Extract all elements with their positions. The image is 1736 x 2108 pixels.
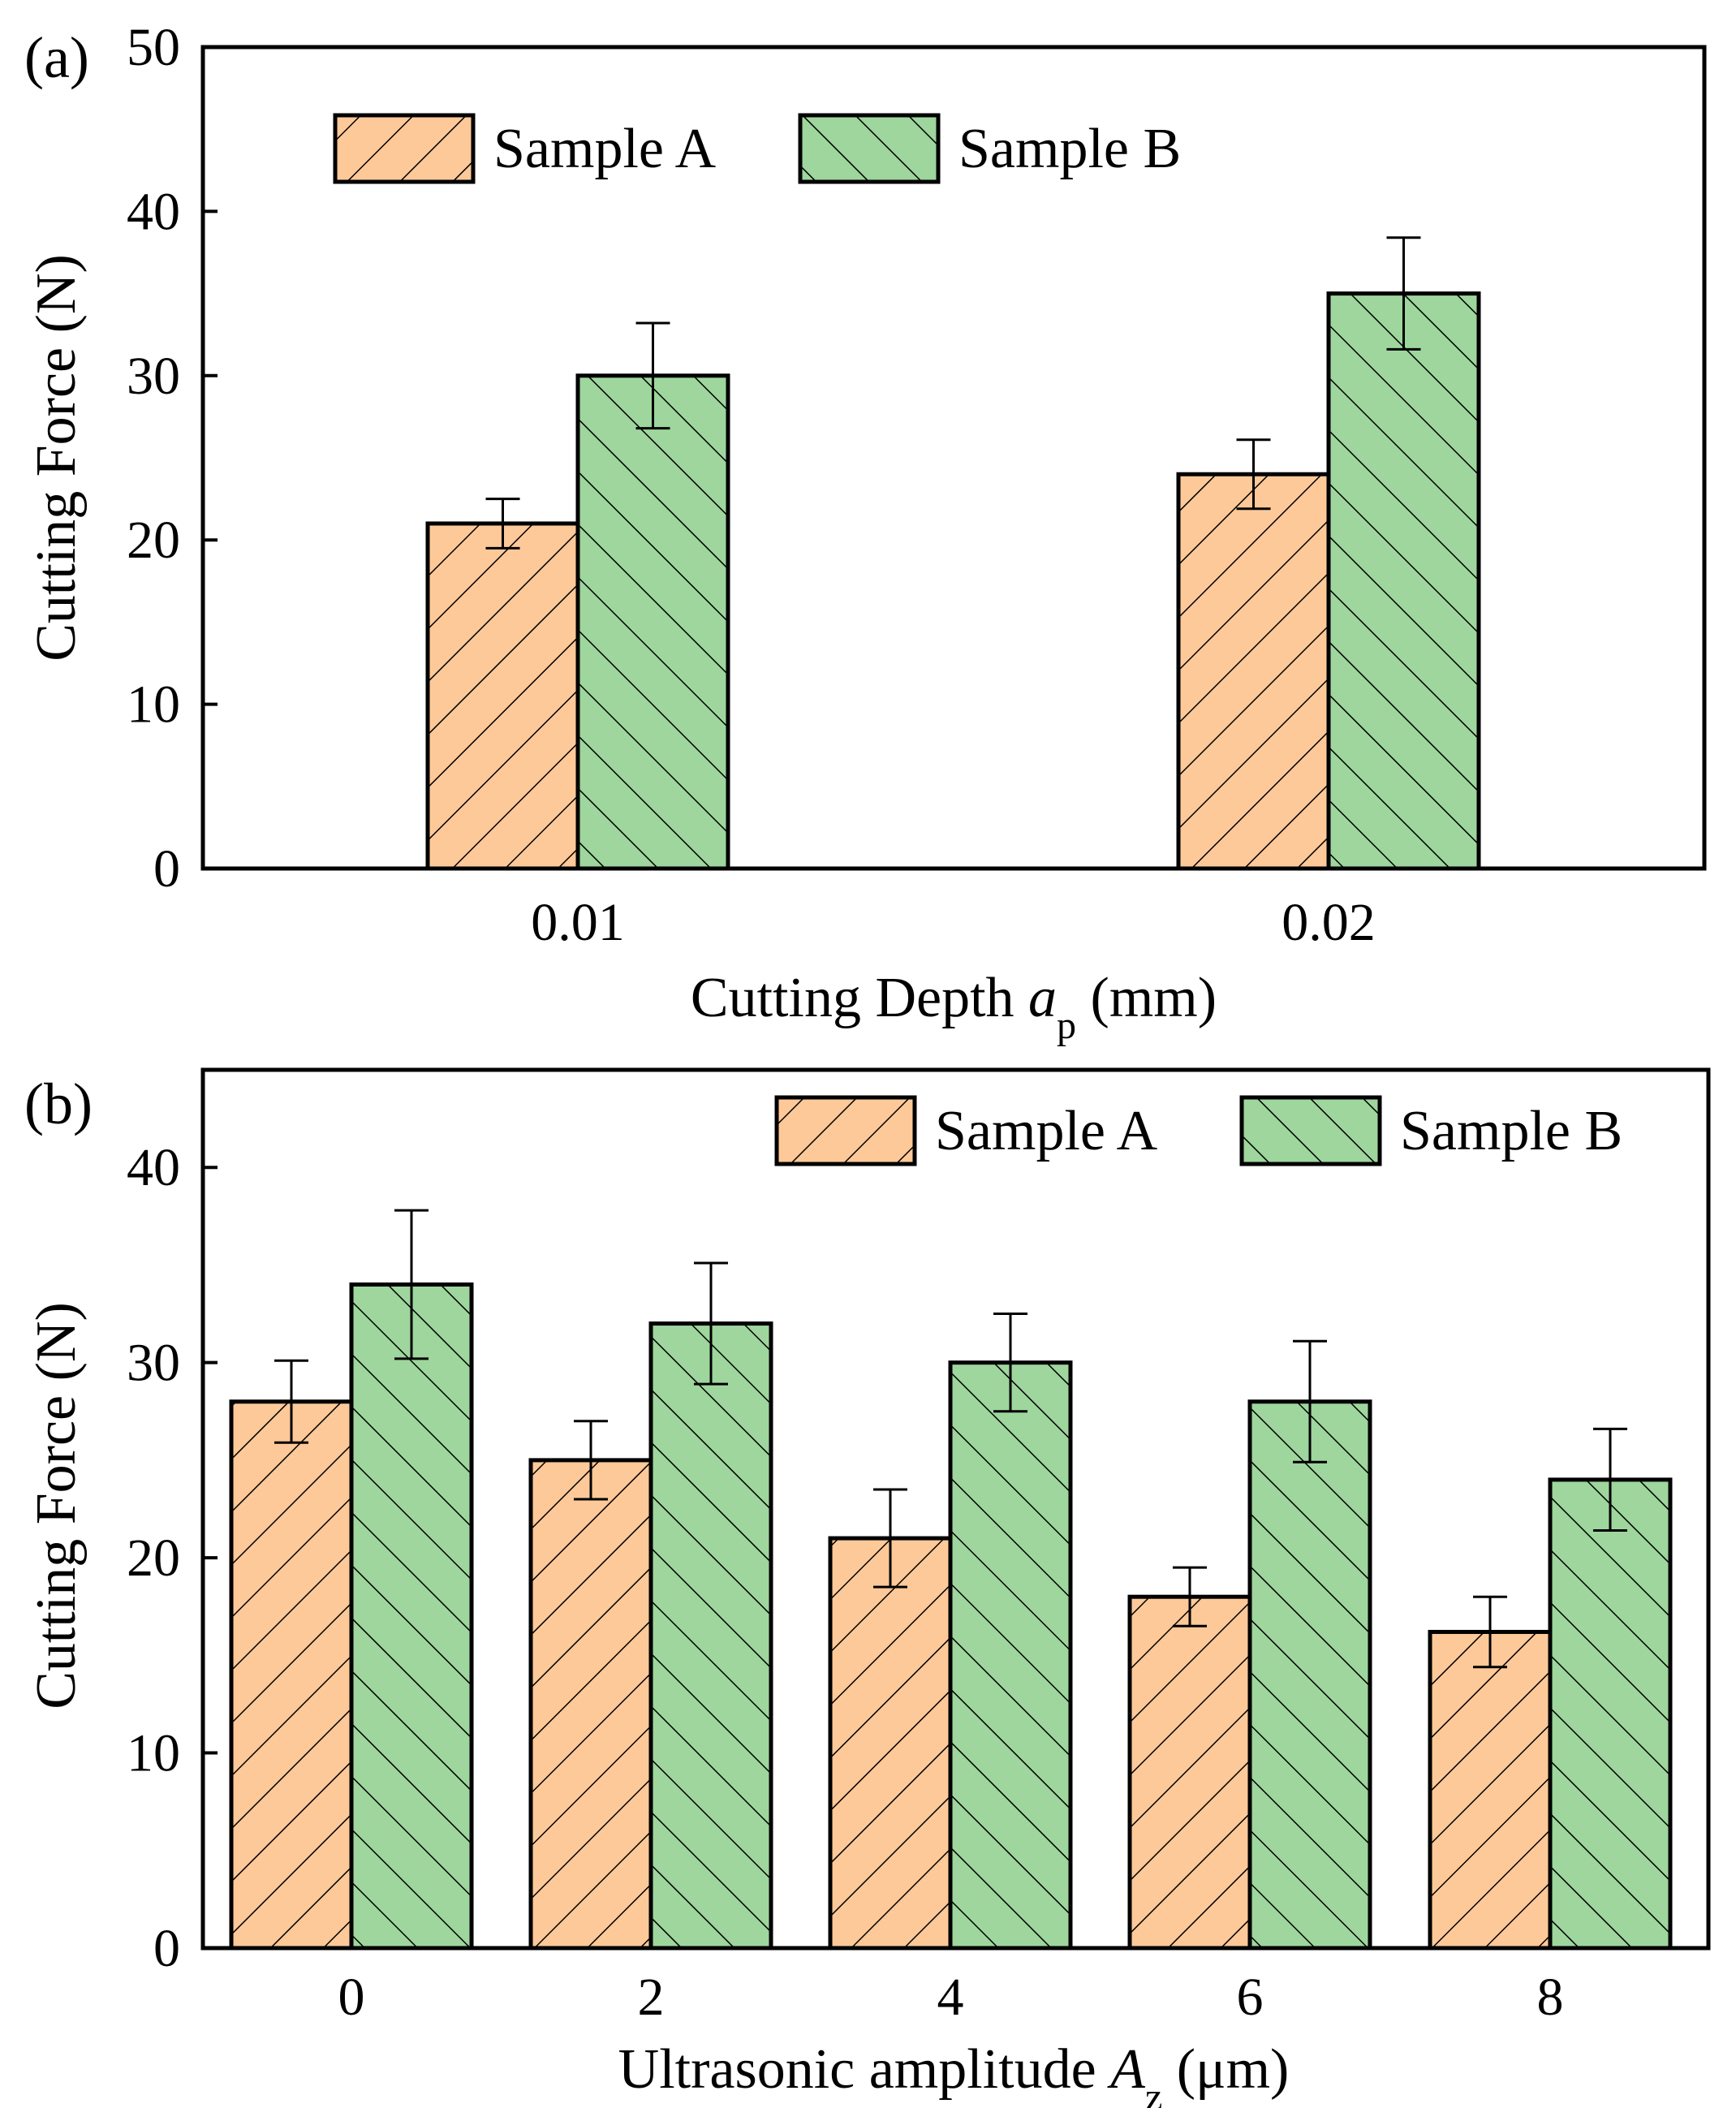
panel-label-b: (b) xyxy=(24,1071,93,1136)
error-bar-b-s1-c2 xyxy=(993,1313,1027,1413)
x-axis-title-text-b: Ultrasonic amplitude xyxy=(618,2038,1096,2101)
bar-a-s0-c1 xyxy=(1176,472,1331,871)
legend-swatch-b-1 xyxy=(1239,1095,1382,1166)
y-ticks-a: 0 10 20 30 40 50 xyxy=(127,18,218,899)
plot-frame-a xyxy=(200,45,1707,871)
y-tick-label-b-3: 30 xyxy=(127,1334,180,1393)
y-tick-label-b-0: 0 xyxy=(153,1919,180,1978)
bar-b-s1-c3 xyxy=(1247,1399,1372,1951)
x-axis-title-b: Ultrasonic amplitude Az (μm) xyxy=(618,2038,1290,2108)
legend-item-b-1: Sample B xyxy=(1239,1095,1622,1166)
x-axis-sub-b: z xyxy=(1145,2076,1162,2108)
y-tick-label-a-1: 10 xyxy=(127,675,180,735)
x-axis-var-b: A xyxy=(1107,2038,1145,2101)
y-tick-label-b-4: 40 xyxy=(127,1138,180,1197)
x-tick-label-b-1: 2 xyxy=(638,1968,665,2027)
legend-swatch-b-0 xyxy=(774,1095,917,1166)
error-bar-a-s0-c0 xyxy=(485,498,520,550)
legend-item-a-0: Sample A xyxy=(333,113,717,184)
x-ticks-a: 0.01 0.02 xyxy=(531,854,1376,952)
bar-b-s1-c1 xyxy=(648,1321,773,1951)
legend-label-a-0: Sample A xyxy=(493,118,717,180)
y-axis-title-a: Cutting Force (N) xyxy=(25,254,88,662)
error-bars-a xyxy=(485,236,1421,550)
y-axis-title-b: Cutting Force (N) xyxy=(25,1302,88,1709)
y-tick-label-a-5: 50 xyxy=(127,18,180,77)
x-tick-label-b-4: 8 xyxy=(1537,1968,1564,2027)
panel-label-a: (a) xyxy=(24,25,89,90)
y-tick-label-a-3: 30 xyxy=(127,347,180,406)
bars-b xyxy=(229,1282,1673,1951)
x-tick-label-b-0: 0 xyxy=(338,1968,365,2027)
x-axis-title-a: Cutting Depth ap (mm) xyxy=(691,967,1217,1047)
error-bar-b-s1-c0 xyxy=(394,1209,429,1360)
bar-b-s0-c3 xyxy=(1127,1594,1252,1951)
bar-b-s0-c1 xyxy=(528,1458,653,1951)
error-bar-b-s0-c4 xyxy=(1473,1595,1507,1669)
legend-item-a-1: Sample B xyxy=(798,113,1181,184)
x-axis-title-text-a: Cutting Depth xyxy=(691,967,1014,1029)
legend-label-a-1: Sample B xyxy=(958,118,1181,180)
x-axis-var-a: a xyxy=(1028,967,1057,1029)
bar-b-s1-c0 xyxy=(349,1282,474,1951)
x-axis-unit-b: (μm) xyxy=(1162,2038,1289,2101)
error-bar-b-s1-c4 xyxy=(1593,1427,1627,1532)
x-tick-label-a-0: 0.01 xyxy=(531,893,625,952)
y-tick-label-a-4: 40 xyxy=(127,182,180,241)
x-axis-unit-a: (mm) xyxy=(1076,967,1217,1029)
error-bar-b-s0-c3 xyxy=(1173,1566,1207,1627)
legend-item-b-0: Sample A xyxy=(774,1095,1158,1166)
legend-b: Sample A Sample B xyxy=(774,1095,1622,1166)
error-bar-a-s1-c1 xyxy=(1386,236,1421,351)
chart-panel-b: (b) 0 10 20 30 40 0 2 4 6 8 Sample A Sample B Cut… xyxy=(24,1067,1711,2108)
bar-b-s0-c2 xyxy=(828,1536,953,1951)
error-bar-b-s0-c0 xyxy=(274,1359,308,1444)
error-bar-a-s1-c0 xyxy=(635,321,670,430)
bar-a-s1-c1 xyxy=(1326,291,1481,871)
error-bars-b xyxy=(274,1209,1627,1669)
x-tick-label-a-1: 0.02 xyxy=(1282,893,1376,952)
error-bar-a-s0-c1 xyxy=(1236,438,1271,511)
bars-a xyxy=(425,291,1481,871)
y-tick-label-b-1: 10 xyxy=(127,1724,180,1783)
legend-label-b-0: Sample A xyxy=(935,1100,1158,1162)
error-bar-b-s0-c2 xyxy=(873,1488,907,1589)
plot-frame-b xyxy=(200,1067,1711,1951)
error-bar-b-s0-c1 xyxy=(574,1420,608,1501)
bar-b-s0-c4 xyxy=(1428,1629,1553,1951)
bar-a-s0-c0 xyxy=(425,521,580,871)
x-ticks-b: 0 2 4 6 8 xyxy=(338,1933,1564,2027)
bar-a-s1-c0 xyxy=(575,373,730,871)
y-tick-label-a-2: 20 xyxy=(127,511,180,570)
y-tick-label-a-0: 0 xyxy=(153,839,180,899)
x-axis-sub-a: p xyxy=(1057,1004,1076,1047)
legend-swatch-a-1 xyxy=(798,113,941,184)
bar-b-s1-c2 xyxy=(948,1360,1073,1951)
y-tick-label-b-2: 20 xyxy=(127,1528,180,1588)
error-bar-b-s1-c1 xyxy=(694,1261,728,1386)
error-bar-b-s1-c3 xyxy=(1293,1339,1327,1464)
y-ticks-b: 0 10 20 30 40 xyxy=(127,1138,218,1978)
legend-label-b-1: Sample B xyxy=(1400,1100,1622,1162)
legend-a: Sample A Sample B xyxy=(333,113,1181,184)
legend-swatch-a-0 xyxy=(333,113,476,184)
bar-b-s0-c0 xyxy=(229,1399,354,1951)
x-tick-label-b-2: 4 xyxy=(937,1968,964,2027)
bar-b-s1-c4 xyxy=(1548,1477,1673,1951)
x-tick-label-b-3: 6 xyxy=(1237,1968,1264,2027)
